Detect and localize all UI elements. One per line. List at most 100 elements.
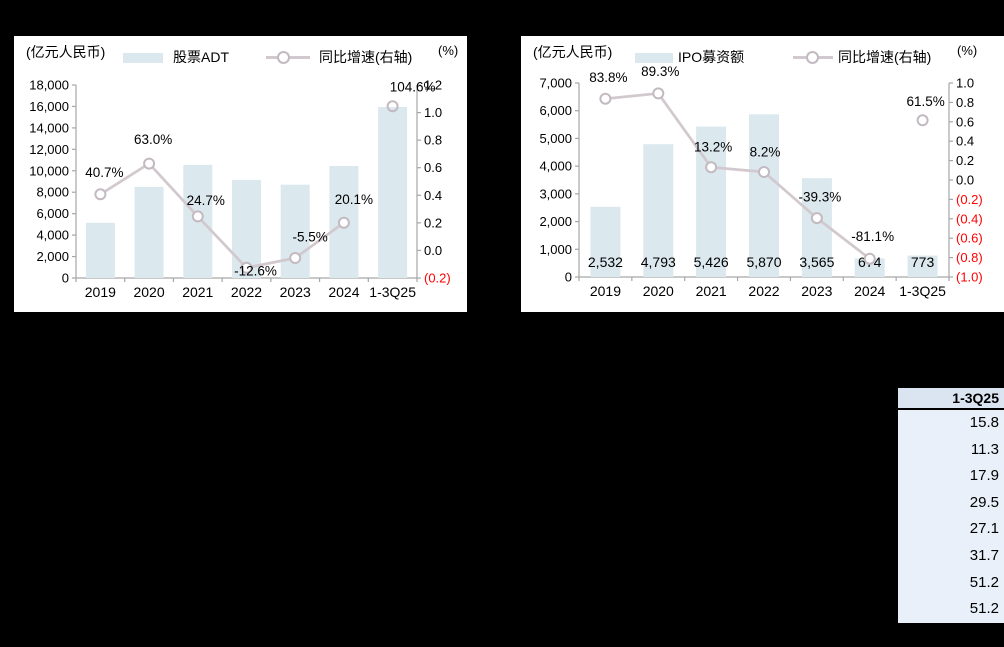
bar-2019	[85, 222, 115, 278]
line-marker-2024	[863, 252, 876, 265]
legend-bar-label: IPO募资额	[678, 49, 745, 65]
growth-line	[99, 162, 346, 270]
line-point-label: 83.8%	[589, 70, 627, 85]
left-axis-unit-label: (亿元人民币)	[26, 44, 106, 60]
right-axis-tick-label: (0.8)	[956, 250, 983, 265]
chart-ipo-proceeds-panel: (亿元人民币) IPO募资额 同比增速(右轴) (%) 0 1,000 2,000 3…	[521, 36, 1004, 312]
table-row: 11.3	[898, 436, 1004, 464]
x-axis-category-label: 2022	[231, 284, 262, 300]
line-point-label: -39.3%	[799, 190, 842, 205]
left-axis-tick-label: 1,000	[539, 242, 572, 257]
bar-2020	[643, 144, 674, 277]
left-axis-tick-label: 12,000	[29, 142, 69, 157]
bar-2023	[801, 178, 832, 277]
right-axis-tick-label: 0.2	[956, 153, 974, 168]
right-axis-tick-label: 0.6	[956, 114, 974, 129]
table-row: 27.1	[898, 516, 1004, 543]
x-axis-category-label: 2021	[696, 283, 727, 299]
x-axis-category-label: 2019	[85, 284, 116, 300]
table-body: 15.8 11.3 17.9 29.5 27.1 31.7 51.2 51.2	[898, 410, 1004, 623]
line-marker-2021	[191, 210, 204, 223]
right-axis-tick-label: (0.2)	[424, 271, 451, 286]
bar-value-label: 5,426	[694, 254, 729, 270]
line-point-label: 104.6%	[390, 80, 436, 95]
left-axis-tick-label: 5,000	[539, 131, 572, 146]
table-row: 31.7	[898, 542, 1004, 570]
line-point-label: 13.2%	[694, 140, 732, 155]
line-marker-2022	[758, 166, 770, 178]
chart-stock-adt-panel: (亿元人民币) 股票ADT 同比增速(右轴) (%) 0 2,000 4,000 6,…	[14, 36, 467, 312]
legend-line-label: 同比增速(右轴)	[838, 49, 932, 65]
table-row: 15.8	[898, 410, 1004, 437]
right-axis-tick-label: (0.2)	[956, 192, 983, 207]
x-axis-category-label: 2024	[328, 284, 359, 300]
left-axis-tick-label: 4,000	[539, 159, 572, 174]
line-point-label: 40.7%	[85, 165, 123, 180]
line-point-label: 20.1%	[335, 192, 373, 207]
line-point-label: -12.6%	[234, 263, 277, 278]
line-marker-2024	[337, 216, 350, 229]
legend-bar-swatch	[123, 53, 163, 63]
x-axis-category-label: 2022	[748, 283, 779, 299]
right-axis-tick-label: (1.0)	[956, 270, 983, 285]
right-axis-tick-label: (0.4)	[956, 211, 983, 226]
left-axis-tick-label: 6,000	[36, 206, 69, 221]
right-axis-tick-label: 0.0	[424, 243, 442, 258]
x-axis-category-label: 2023	[280, 284, 311, 300]
right-axis-tick-label: 1.0	[956, 76, 974, 91]
line-point-label: 24.7%	[187, 193, 225, 208]
growth-line	[604, 92, 872, 261]
right-axis-tick-label: 0.0	[956, 173, 974, 188]
line-point-label: -5.5%	[293, 230, 328, 245]
line-point-label: 63.0%	[134, 132, 172, 147]
right-axis-tick-label: 0.8	[424, 133, 442, 148]
line-point-label: 8.2%	[750, 145, 781, 160]
right-axis-tick-label: 0.4	[424, 188, 442, 203]
line-marker-1-3Q25	[386, 100, 399, 113]
left-axis-tick-label: 7,000	[539, 76, 572, 91]
line-marker-2023	[289, 252, 302, 264]
bar-value-label: 4,793	[641, 254, 676, 270]
line-marker-2019	[94, 188, 107, 201]
x-axis-category-label: 2020	[133, 284, 164, 300]
left-axis-tick-label: 6,000	[539, 103, 572, 118]
bar-value-label: 773	[911, 254, 935, 270]
left-axis-tick-label: 2,000	[539, 214, 572, 229]
right-axis-tick-label: 1.2	[424, 78, 442, 93]
left-axis-tick-label: 10,000	[29, 163, 69, 178]
bar-value-label: 2,532	[588, 254, 623, 270]
bar-2020	[134, 186, 164, 278]
table-row: 17.9	[898, 463, 1004, 490]
bar-2024	[854, 258, 885, 277]
legend-line-label: 同比增速(右轴)	[319, 49, 413, 65]
x-axis-category-label: 2021	[182, 284, 213, 300]
left-axis-tick-label: 0	[565, 270, 572, 285]
line-marker-2019	[599, 92, 612, 105]
right-axis-tick-label: 0.4	[956, 134, 974, 149]
bar-2022	[749, 114, 779, 277]
line-marker-2020	[143, 157, 156, 170]
left-axis-tick-label: 3,000	[539, 186, 572, 201]
right-axis-unit-label: (%)	[957, 43, 978, 58]
table-row: 51.2	[898, 596, 1004, 623]
legend-bar-swatch	[635, 53, 673, 63]
legend-bar-label: 股票ADT	[173, 49, 229, 65]
left-axis-tick-label: 8,000	[36, 185, 69, 200]
right-axis-tick-label: (0.6)	[956, 231, 983, 246]
table-row: 51.2	[898, 569, 1004, 597]
x-axis-category-label: 2023	[801, 283, 832, 299]
right-axis-tick-label: 1.0	[424, 105, 442, 120]
legend-line-marker-icon	[806, 51, 819, 64]
bar-2019	[590, 206, 621, 277]
table-row: 29.5	[898, 489, 1004, 517]
right-axis-unit-label: (%)	[438, 43, 459, 58]
left-axis-tick-label: 16,000	[29, 99, 69, 114]
line-point-label: -81.1%	[851, 229, 894, 244]
bar-value-label: 5,870	[746, 254, 781, 270]
x-axis-category-label: 2020	[643, 283, 674, 299]
quarter-data-table: 1-3Q25 15.8 11.3 17.9 29.5 27.1 31.7 51.2 51.2	[898, 385, 1004, 625]
line-marker-2021	[705, 161, 718, 174]
right-axis-tick-label: 0.6	[424, 160, 442, 175]
chart-plot-ipo-proceeds: 0 1,000 2,000 3,000 4,000 5,000 6,000 7,000 (1.0…	[539, 64, 983, 299]
